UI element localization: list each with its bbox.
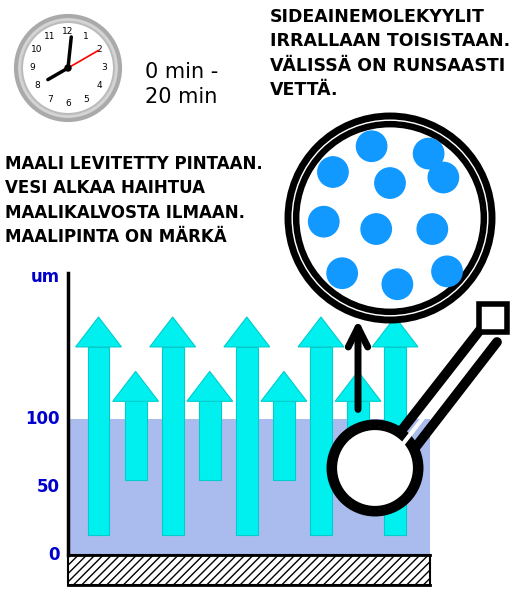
Bar <box>479 304 507 332</box>
Circle shape <box>288 116 492 320</box>
Circle shape <box>330 423 420 513</box>
Text: 5: 5 <box>83 95 89 104</box>
Polygon shape <box>261 371 307 401</box>
Polygon shape <box>76 317 121 347</box>
Text: 100: 100 <box>26 410 60 428</box>
Bar <box>199 401 221 480</box>
Polygon shape <box>224 317 270 347</box>
Bar <box>162 347 184 535</box>
Circle shape <box>65 65 71 71</box>
Text: um: um <box>31 268 60 286</box>
Text: SIDEAINEMOLEKYYLIT
IRRALLAAN TOISISTAAN.
VÄLISSÄ ON RUNSAASTI
VETTÄ.: SIDEAINEMOLEKYYLIT IRRALLAAN TOISISTAAN.… <box>270 8 510 99</box>
Bar <box>384 347 406 535</box>
Circle shape <box>295 123 485 313</box>
Circle shape <box>309 206 339 237</box>
Circle shape <box>413 138 444 169</box>
Circle shape <box>382 269 412 299</box>
Circle shape <box>335 428 415 508</box>
Text: MAALI LEVITETTY PINTAAN.
VESI ALKAA HAIHTUA
MAALIKALVOSTA ILMAAN.
MAALIPINTA ON : MAALI LEVITETTY PINTAAN. VESI ALKAA HAIH… <box>5 155 263 246</box>
Bar <box>124 401 146 480</box>
Text: 1: 1 <box>83 32 89 41</box>
Text: 2: 2 <box>96 45 102 54</box>
Text: 11: 11 <box>44 32 56 41</box>
Bar <box>68 419 430 555</box>
Circle shape <box>432 256 462 287</box>
Circle shape <box>428 162 459 193</box>
Text: 0: 0 <box>48 546 60 564</box>
Bar <box>347 401 369 480</box>
Circle shape <box>16 16 120 120</box>
Polygon shape <box>335 371 381 401</box>
Bar <box>88 347 110 535</box>
Text: 7: 7 <box>47 95 53 104</box>
Text: 0 min -
20 min: 0 min - 20 min <box>145 62 218 107</box>
Text: 3: 3 <box>101 64 107 73</box>
Bar <box>68 555 430 585</box>
Polygon shape <box>187 371 232 401</box>
Bar <box>236 347 257 535</box>
Text: 12: 12 <box>62 27 74 36</box>
Text: 50: 50 <box>37 478 60 496</box>
Circle shape <box>318 157 348 187</box>
Polygon shape <box>113 371 159 401</box>
Circle shape <box>298 126 482 310</box>
Circle shape <box>361 214 392 244</box>
Polygon shape <box>372 317 418 347</box>
Circle shape <box>22 22 114 114</box>
Text: 8: 8 <box>34 82 40 91</box>
Bar <box>273 401 295 480</box>
Polygon shape <box>150 317 196 347</box>
Text: 9: 9 <box>29 64 35 73</box>
Bar <box>310 347 332 535</box>
Polygon shape <box>298 317 344 347</box>
Circle shape <box>327 258 358 288</box>
Text: 6: 6 <box>65 100 71 108</box>
Text: 10: 10 <box>31 45 43 54</box>
Text: 4: 4 <box>96 82 102 91</box>
Circle shape <box>375 168 405 198</box>
Circle shape <box>356 131 387 162</box>
Circle shape <box>417 214 447 244</box>
